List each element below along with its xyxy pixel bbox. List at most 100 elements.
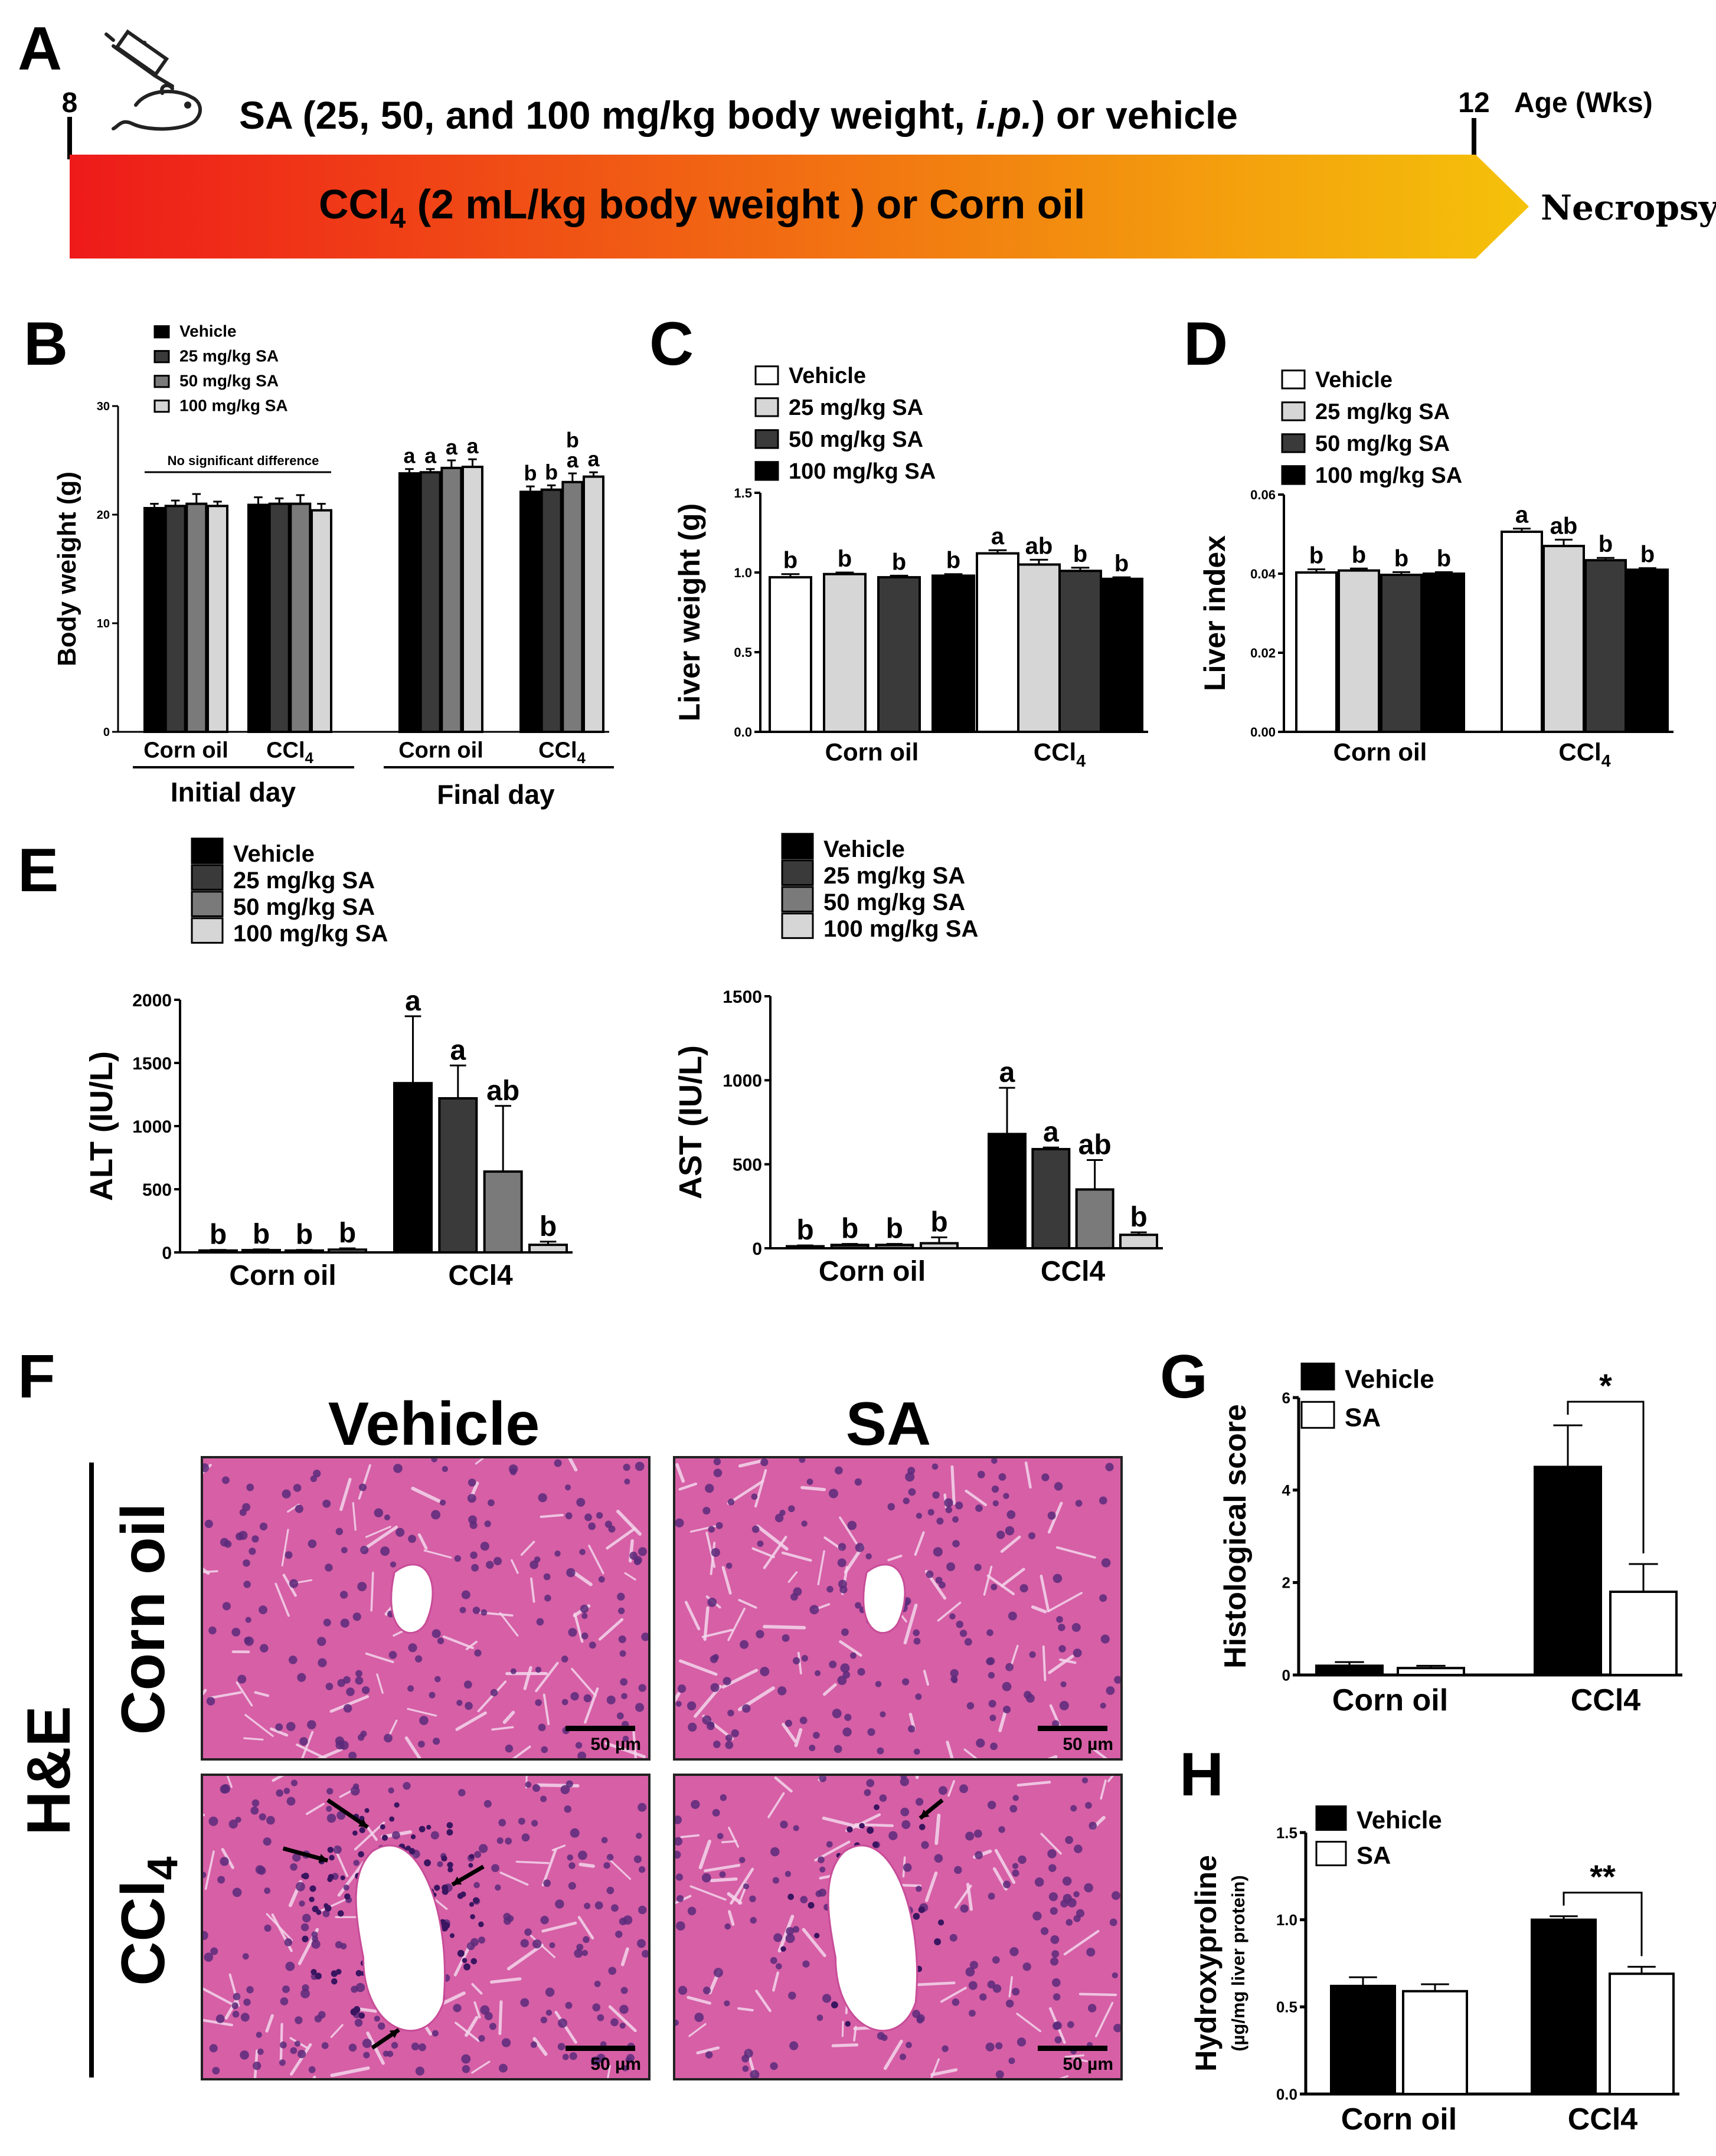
nucleus <box>431 1458 437 1463</box>
nucleus <box>530 2041 537 2048</box>
sinusoid <box>703 1606 710 1641</box>
nucleus <box>952 1998 960 2006</box>
nucleus <box>391 2042 398 2049</box>
significance-letter: ab <box>1025 533 1053 559</box>
nucleus <box>760 1667 770 1677</box>
nucleus <box>479 1844 488 1853</box>
nucleus <box>636 1939 646 1948</box>
sinusoid <box>203 1570 218 1573</box>
nucleus <box>725 1740 734 1749</box>
sinusoid <box>737 2007 754 2012</box>
nucleus <box>991 1458 998 1464</box>
significance-letter: ab <box>486 1075 519 1107</box>
sinusoid <box>244 1714 274 1737</box>
nucleus <box>536 1618 544 1626</box>
nucleus <box>478 2035 485 2042</box>
inflammatory-cell <box>469 1854 475 1859</box>
nucleus <box>638 1802 647 1812</box>
bar <box>830 1244 870 1249</box>
y-tick-label: 1500 <box>723 987 762 1007</box>
nucleus <box>323 1618 331 1627</box>
nucleus <box>675 1700 682 1707</box>
nucleus <box>865 1553 872 1560</box>
nucleus <box>1051 1950 1060 1958</box>
bar <box>285 1249 324 1254</box>
nucleus <box>1099 1594 1107 1602</box>
nucleus <box>1018 1855 1027 1864</box>
nucleus <box>1052 1720 1060 1728</box>
sinusoid <box>236 1681 253 1707</box>
sinusoid <box>577 1916 594 1940</box>
y-axis-label: Liver index <box>1198 535 1231 691</box>
y-tick-label: 1.5 <box>734 486 752 500</box>
inflammatory-cell <box>358 1851 364 1857</box>
nucleus <box>676 1921 685 1931</box>
inflammatory-cell <box>460 1891 466 1897</box>
legend-swatch <box>153 325 170 339</box>
sinusoid <box>365 1652 394 1663</box>
nucleus <box>289 1579 299 1588</box>
nucleus <box>1054 1482 1063 1491</box>
nucleus <box>809 1605 819 1615</box>
nucleus <box>589 1641 596 1649</box>
nucleus <box>1048 1864 1057 1872</box>
sinusoid <box>274 1582 290 1617</box>
legend-label: 100 mg/kg SA <box>789 459 936 484</box>
nucleus <box>335 1736 344 1746</box>
sinusoid <box>937 1601 962 1622</box>
sinusoid <box>270 1727 289 1737</box>
bar <box>483 1170 523 1254</box>
nucleus <box>231 1627 241 1637</box>
nucleus <box>802 1960 810 1968</box>
nucleus <box>524 1928 532 1936</box>
bar <box>1534 1465 1602 1676</box>
nucleus <box>1074 1844 1083 1853</box>
sinusoid <box>678 1659 718 1676</box>
sinusoid <box>296 1743 328 1758</box>
legend-label: Vehicle <box>1345 1365 1434 1394</box>
nucleus <box>596 1512 603 1519</box>
bar <box>1609 1591 1678 1676</box>
nucleus <box>942 2045 949 2052</box>
category-label-text: Corn oil <box>1333 738 1427 765</box>
inflammatory-cell <box>457 1949 465 1957</box>
legend-label: Vehicle <box>1357 1806 1442 1834</box>
nucleus <box>257 1866 266 1875</box>
category-label-text: CCl4 <box>1571 1683 1641 1717</box>
sinusoid <box>839 1516 858 1545</box>
significance-letter: b <box>339 1218 356 1249</box>
category-label: CCl4 <box>1568 2102 1638 2137</box>
bar <box>769 576 812 733</box>
inflammatory-cell <box>859 1823 865 1829</box>
legend-swatch <box>153 400 170 413</box>
sinusoid <box>1040 1574 1050 1612</box>
nucleus <box>1019 1584 1028 1593</box>
nucleus <box>233 1993 241 2001</box>
nucleus <box>1006 1510 1016 1519</box>
inflammatory-cell <box>867 1827 874 1834</box>
significance-letter: a <box>587 447 600 471</box>
significance-marker: * <box>1599 1367 1612 1404</box>
category-label-sub: 4 <box>1076 752 1086 771</box>
nucleus <box>965 1967 975 1977</box>
nucleus <box>829 1660 837 1668</box>
category-label-text: CCl <box>1558 738 1601 765</box>
bar <box>198 1249 238 1254</box>
sinusoid <box>316 1748 343 1758</box>
nucleus <box>742 1704 751 1713</box>
significance-letter: a <box>403 444 416 468</box>
nucleus <box>597 2014 604 2021</box>
significance-letter: b <box>838 546 852 572</box>
nucleus <box>478 1936 486 1944</box>
y-tick-label: 10 <box>97 617 110 630</box>
inflammatory-cell <box>381 1834 388 1841</box>
nucleus <box>1028 1532 1036 1540</box>
y-tick-label: 1.5 <box>1276 1824 1297 1841</box>
nucleus <box>282 1489 291 1499</box>
nucleus <box>442 1465 449 1473</box>
central-vein <box>862 1563 906 1634</box>
sinusoid <box>620 1947 629 1967</box>
nucleus <box>713 1458 721 1465</box>
nucleus <box>569 2052 577 2060</box>
nucleus <box>903 1863 912 1872</box>
